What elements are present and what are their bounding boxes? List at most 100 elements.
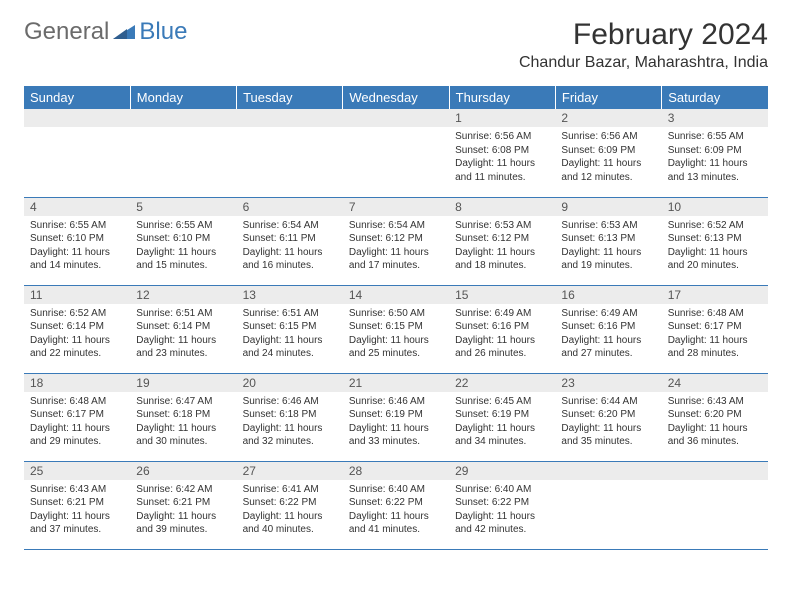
sunrise-text: Sunrise: 6:53 AM xyxy=(455,219,549,233)
sunrise-text: Sunrise: 6:56 AM xyxy=(561,130,655,144)
calendar-cell: 21Sunrise: 6:46 AMSunset: 6:19 PMDayligh… xyxy=(343,373,449,461)
sunrise-text: Sunrise: 6:56 AM xyxy=(455,130,549,144)
day-number: 17 xyxy=(662,286,768,304)
calendar-cell: 9Sunrise: 6:53 AMSunset: 6:13 PMDaylight… xyxy=(555,197,661,285)
month-title: February 2024 xyxy=(519,18,768,52)
sunset-text: Sunset: 6:14 PM xyxy=(136,320,230,334)
calendar-week-row: 18Sunrise: 6:48 AMSunset: 6:17 PMDayligh… xyxy=(24,373,768,461)
daylight-text: Daylight: 11 hours and 13 minutes. xyxy=(668,157,762,184)
day-number: 4 xyxy=(24,198,130,216)
weekday-header: Tuesday xyxy=(237,86,343,109)
day-details: Sunrise: 6:46 AMSunset: 6:18 PMDaylight:… xyxy=(237,392,343,452)
day-details: Sunrise: 6:41 AMSunset: 6:22 PMDaylight:… xyxy=(237,480,343,540)
daylight-text: Daylight: 11 hours and 40 minutes. xyxy=(243,510,337,537)
sunrise-text: Sunrise: 6:48 AM xyxy=(30,395,124,409)
calendar-cell: 22Sunrise: 6:45 AMSunset: 6:19 PMDayligh… xyxy=(449,373,555,461)
calendar-cell: 19Sunrise: 6:47 AMSunset: 6:18 PMDayligh… xyxy=(130,373,236,461)
day-details: Sunrise: 6:52 AMSunset: 6:13 PMDaylight:… xyxy=(662,216,768,276)
sunrise-text: Sunrise: 6:51 AM xyxy=(243,307,337,321)
day-details: Sunrise: 6:43 AMSunset: 6:21 PMDaylight:… xyxy=(24,480,130,540)
daylight-text: Daylight: 11 hours and 14 minutes. xyxy=(30,246,124,273)
calendar-cell: 15Sunrise: 6:49 AMSunset: 6:16 PMDayligh… xyxy=(449,285,555,373)
sunset-text: Sunset: 6:22 PM xyxy=(349,496,443,510)
day-number: 26 xyxy=(130,462,236,480)
empty-day-header xyxy=(237,109,343,127)
weekday-header: Wednesday xyxy=(343,86,449,109)
sunset-text: Sunset: 6:18 PM xyxy=(136,408,230,422)
day-details: Sunrise: 6:53 AMSunset: 6:12 PMDaylight:… xyxy=(449,216,555,276)
header: General Blue February 2024 Chandur Bazar… xyxy=(24,18,768,72)
day-details: Sunrise: 6:48 AMSunset: 6:17 PMDaylight:… xyxy=(662,304,768,364)
day-number: 23 xyxy=(555,374,661,392)
sunrise-text: Sunrise: 6:55 AM xyxy=(30,219,124,233)
day-number: 14 xyxy=(343,286,449,304)
sunset-text: Sunset: 6:17 PM xyxy=(668,320,762,334)
calendar-cell: 8Sunrise: 6:53 AMSunset: 6:12 PMDaylight… xyxy=(449,197,555,285)
day-details: Sunrise: 6:52 AMSunset: 6:14 PMDaylight:… xyxy=(24,304,130,364)
daylight-text: Daylight: 11 hours and 26 minutes. xyxy=(455,334,549,361)
day-details: Sunrise: 6:55 AMSunset: 6:09 PMDaylight:… xyxy=(662,127,768,187)
sunrise-text: Sunrise: 6:52 AM xyxy=(30,307,124,321)
day-details: Sunrise: 6:54 AMSunset: 6:11 PMDaylight:… xyxy=(237,216,343,276)
sunset-text: Sunset: 6:13 PM xyxy=(561,232,655,246)
day-details: Sunrise: 6:55 AMSunset: 6:10 PMDaylight:… xyxy=(130,216,236,276)
sunrise-text: Sunrise: 6:46 AM xyxy=(349,395,443,409)
calendar-cell: 10Sunrise: 6:52 AMSunset: 6:13 PMDayligh… xyxy=(662,197,768,285)
day-number: 11 xyxy=(24,286,130,304)
day-details: Sunrise: 6:40 AMSunset: 6:22 PMDaylight:… xyxy=(449,480,555,540)
sunrise-text: Sunrise: 6:52 AM xyxy=(668,219,762,233)
empty-day-header xyxy=(24,109,130,127)
daylight-text: Daylight: 11 hours and 29 minutes. xyxy=(30,422,124,449)
calendar-week-row: 25Sunrise: 6:43 AMSunset: 6:21 PMDayligh… xyxy=(24,461,768,549)
daylight-text: Daylight: 11 hours and 32 minutes. xyxy=(243,422,337,449)
calendar-cell: 27Sunrise: 6:41 AMSunset: 6:22 PMDayligh… xyxy=(237,461,343,549)
calendar-cell: 12Sunrise: 6:51 AMSunset: 6:14 PMDayligh… xyxy=(130,285,236,373)
day-number: 7 xyxy=(343,198,449,216)
calendar-body: 1Sunrise: 6:56 AMSunset: 6:08 PMDaylight… xyxy=(24,109,768,549)
day-number: 1 xyxy=(449,109,555,127)
logo-text-general: General xyxy=(24,18,109,46)
calendar-cell: 5Sunrise: 6:55 AMSunset: 6:10 PMDaylight… xyxy=(130,197,236,285)
daylight-text: Daylight: 11 hours and 36 minutes. xyxy=(668,422,762,449)
sunset-text: Sunset: 6:19 PM xyxy=(455,408,549,422)
day-number: 10 xyxy=(662,198,768,216)
weekday-header: Thursday xyxy=(449,86,555,109)
calendar-cell xyxy=(24,109,130,197)
sunrise-text: Sunrise: 6:54 AM xyxy=(349,219,443,233)
sunset-text: Sunset: 6:21 PM xyxy=(30,496,124,510)
day-number: 6 xyxy=(237,198,343,216)
sunset-text: Sunset: 6:09 PM xyxy=(668,144,762,158)
day-details: Sunrise: 6:40 AMSunset: 6:22 PMDaylight:… xyxy=(343,480,449,540)
weekday-header: Saturday xyxy=(662,86,768,109)
calendar-cell: 20Sunrise: 6:46 AMSunset: 6:18 PMDayligh… xyxy=(237,373,343,461)
calendar-cell: 11Sunrise: 6:52 AMSunset: 6:14 PMDayligh… xyxy=(24,285,130,373)
calendar-cell: 7Sunrise: 6:54 AMSunset: 6:12 PMDaylight… xyxy=(343,197,449,285)
sunset-text: Sunset: 6:18 PM xyxy=(243,408,337,422)
daylight-text: Daylight: 11 hours and 18 minutes. xyxy=(455,246,549,273)
sunrise-text: Sunrise: 6:53 AM xyxy=(561,219,655,233)
weekday-row: SundayMondayTuesdayWednesdayThursdayFrid… xyxy=(24,86,768,109)
weekday-header: Friday xyxy=(555,86,661,109)
calendar-cell xyxy=(237,109,343,197)
sunrise-text: Sunrise: 6:49 AM xyxy=(455,307,549,321)
calendar-cell: 4Sunrise: 6:55 AMSunset: 6:10 PMDaylight… xyxy=(24,197,130,285)
calendar-cell: 24Sunrise: 6:43 AMSunset: 6:20 PMDayligh… xyxy=(662,373,768,461)
daylight-text: Daylight: 11 hours and 25 minutes. xyxy=(349,334,443,361)
daylight-text: Daylight: 11 hours and 20 minutes. xyxy=(668,246,762,273)
day-details: Sunrise: 6:42 AMSunset: 6:21 PMDaylight:… xyxy=(130,480,236,540)
day-number: 21 xyxy=(343,374,449,392)
logo: General Blue xyxy=(24,18,187,46)
sunrise-text: Sunrise: 6:46 AM xyxy=(243,395,337,409)
daylight-text: Daylight: 11 hours and 19 minutes. xyxy=(561,246,655,273)
daylight-text: Daylight: 11 hours and 12 minutes. xyxy=(561,157,655,184)
calendar-cell xyxy=(343,109,449,197)
calendar-week-row: 4Sunrise: 6:55 AMSunset: 6:10 PMDaylight… xyxy=(24,197,768,285)
day-number: 16 xyxy=(555,286,661,304)
sunset-text: Sunset: 6:15 PM xyxy=(243,320,337,334)
calendar-cell: 25Sunrise: 6:43 AMSunset: 6:21 PMDayligh… xyxy=(24,461,130,549)
location-text: Chandur Bazar, Maharashtra, India xyxy=(519,54,768,72)
daylight-text: Daylight: 11 hours and 17 minutes. xyxy=(349,246,443,273)
sunrise-text: Sunrise: 6:55 AM xyxy=(136,219,230,233)
title-block: February 2024 Chandur Bazar, Maharashtra… xyxy=(519,18,768,72)
empty-day-header xyxy=(662,462,768,480)
